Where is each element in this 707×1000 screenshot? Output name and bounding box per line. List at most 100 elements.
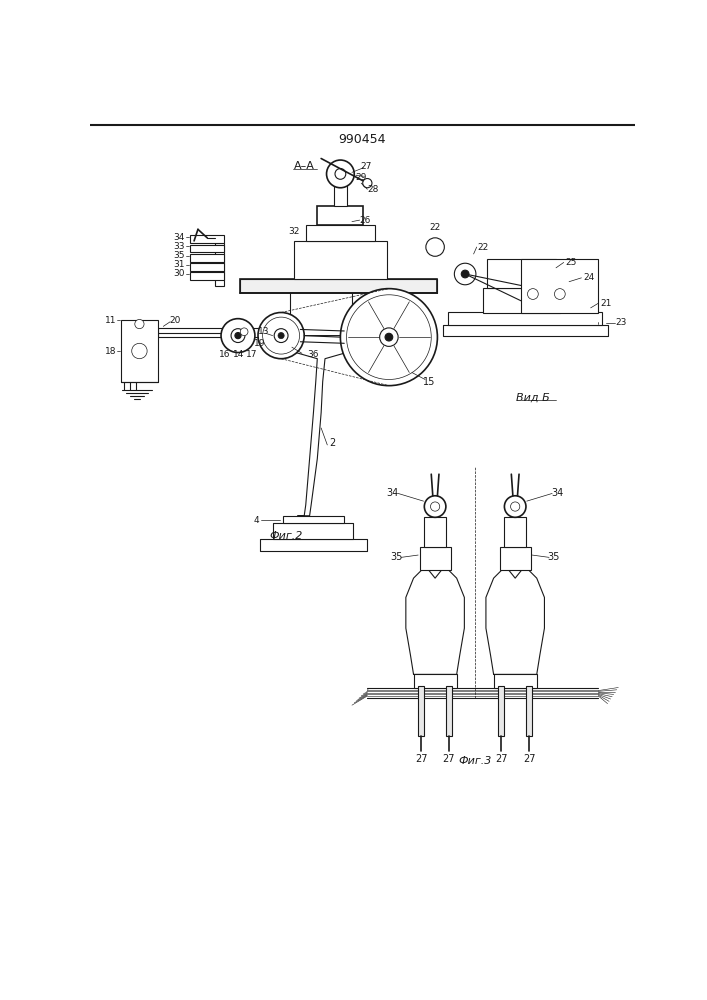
- Bar: [190, 235, 224, 243]
- Circle shape: [221, 319, 255, 353]
- Text: 28: 28: [368, 185, 379, 194]
- Text: 20: 20: [169, 316, 180, 325]
- Circle shape: [504, 496, 526, 517]
- Circle shape: [380, 328, 398, 346]
- Text: 27: 27: [495, 754, 508, 764]
- Bar: [240, 279, 437, 293]
- Bar: [259, 539, 368, 551]
- Bar: [283, 516, 344, 523]
- Text: 26: 26: [359, 216, 370, 225]
- Circle shape: [335, 169, 346, 179]
- Circle shape: [262, 317, 300, 354]
- Circle shape: [510, 502, 520, 511]
- Bar: [526, 686, 532, 736]
- Text: 27: 27: [360, 162, 371, 171]
- Polygon shape: [486, 570, 544, 674]
- Text: 27: 27: [443, 754, 455, 764]
- Circle shape: [431, 502, 440, 511]
- Bar: [190, 245, 224, 252]
- Bar: [486, 259, 556, 288]
- Bar: [418, 686, 424, 736]
- Circle shape: [554, 289, 565, 299]
- Text: 34: 34: [387, 488, 399, 498]
- Text: 13: 13: [257, 327, 269, 336]
- Text: 23: 23: [616, 318, 627, 327]
- Bar: [446, 686, 452, 736]
- Text: 4: 4: [254, 516, 259, 525]
- Polygon shape: [406, 570, 464, 674]
- Text: 18: 18: [105, 347, 117, 356]
- Text: 25: 25: [566, 258, 577, 267]
- Circle shape: [385, 333, 393, 341]
- Bar: [190, 263, 224, 271]
- Bar: [414, 674, 457, 688]
- Text: 22: 22: [477, 243, 489, 252]
- Bar: [305, 225, 375, 241]
- Bar: [521, 259, 598, 312]
- Circle shape: [461, 270, 469, 278]
- Bar: [424, 517, 446, 547]
- Bar: [483, 288, 560, 312]
- Bar: [521, 259, 598, 312]
- Circle shape: [340, 289, 438, 386]
- Circle shape: [327, 160, 354, 188]
- Bar: [420, 547, 450, 570]
- Text: 35: 35: [390, 552, 403, 562]
- Bar: [317, 206, 363, 225]
- Text: 33: 33: [173, 242, 185, 251]
- Bar: [121, 320, 158, 382]
- Circle shape: [527, 289, 538, 299]
- Text: 15: 15: [423, 377, 435, 387]
- Circle shape: [426, 238, 444, 256]
- Circle shape: [135, 319, 144, 329]
- Circle shape: [231, 329, 245, 343]
- Bar: [493, 674, 537, 688]
- Text: 17: 17: [246, 350, 257, 359]
- Text: 21: 21: [600, 299, 612, 308]
- Text: 31: 31: [173, 260, 185, 269]
- Circle shape: [346, 295, 431, 379]
- Circle shape: [424, 496, 446, 517]
- Text: 35: 35: [173, 251, 185, 260]
- Circle shape: [278, 333, 284, 339]
- Bar: [190, 254, 224, 262]
- Circle shape: [455, 263, 476, 285]
- Bar: [448, 312, 602, 325]
- Circle shape: [274, 329, 288, 343]
- Bar: [504, 517, 526, 547]
- Bar: [294, 241, 387, 279]
- Text: 990454: 990454: [338, 133, 386, 146]
- Text: 14: 14: [233, 350, 245, 359]
- Bar: [498, 686, 504, 736]
- Text: 34: 34: [551, 488, 563, 498]
- Circle shape: [132, 343, 147, 359]
- Bar: [190, 272, 224, 280]
- Text: 24: 24: [583, 273, 595, 282]
- Text: 27: 27: [522, 754, 535, 764]
- Text: 11: 11: [105, 316, 117, 325]
- Text: 16: 16: [219, 350, 230, 359]
- Text: Фиг.2: Фиг.2: [270, 531, 303, 541]
- Text: Вид Б: Вид Б: [516, 392, 550, 402]
- Bar: [443, 325, 608, 336]
- Circle shape: [240, 328, 248, 336]
- Text: 32: 32: [288, 227, 300, 236]
- Bar: [274, 523, 354, 539]
- Text: Фиг.3: Фиг.3: [458, 756, 492, 766]
- Text: 2: 2: [329, 438, 336, 448]
- Bar: [274, 523, 354, 539]
- Text: 30: 30: [173, 269, 185, 278]
- Bar: [215, 243, 224, 286]
- Text: 22: 22: [429, 223, 440, 232]
- Circle shape: [258, 312, 304, 359]
- Bar: [259, 539, 368, 551]
- Text: 34: 34: [173, 233, 185, 242]
- Bar: [443, 325, 608, 336]
- Polygon shape: [291, 336, 352, 516]
- Text: 27: 27: [415, 754, 428, 764]
- Text: 19: 19: [254, 339, 265, 348]
- Text: 29: 29: [356, 173, 367, 182]
- Bar: [500, 547, 530, 570]
- Text: 36: 36: [308, 350, 319, 359]
- Text: А–А: А–А: [294, 161, 315, 171]
